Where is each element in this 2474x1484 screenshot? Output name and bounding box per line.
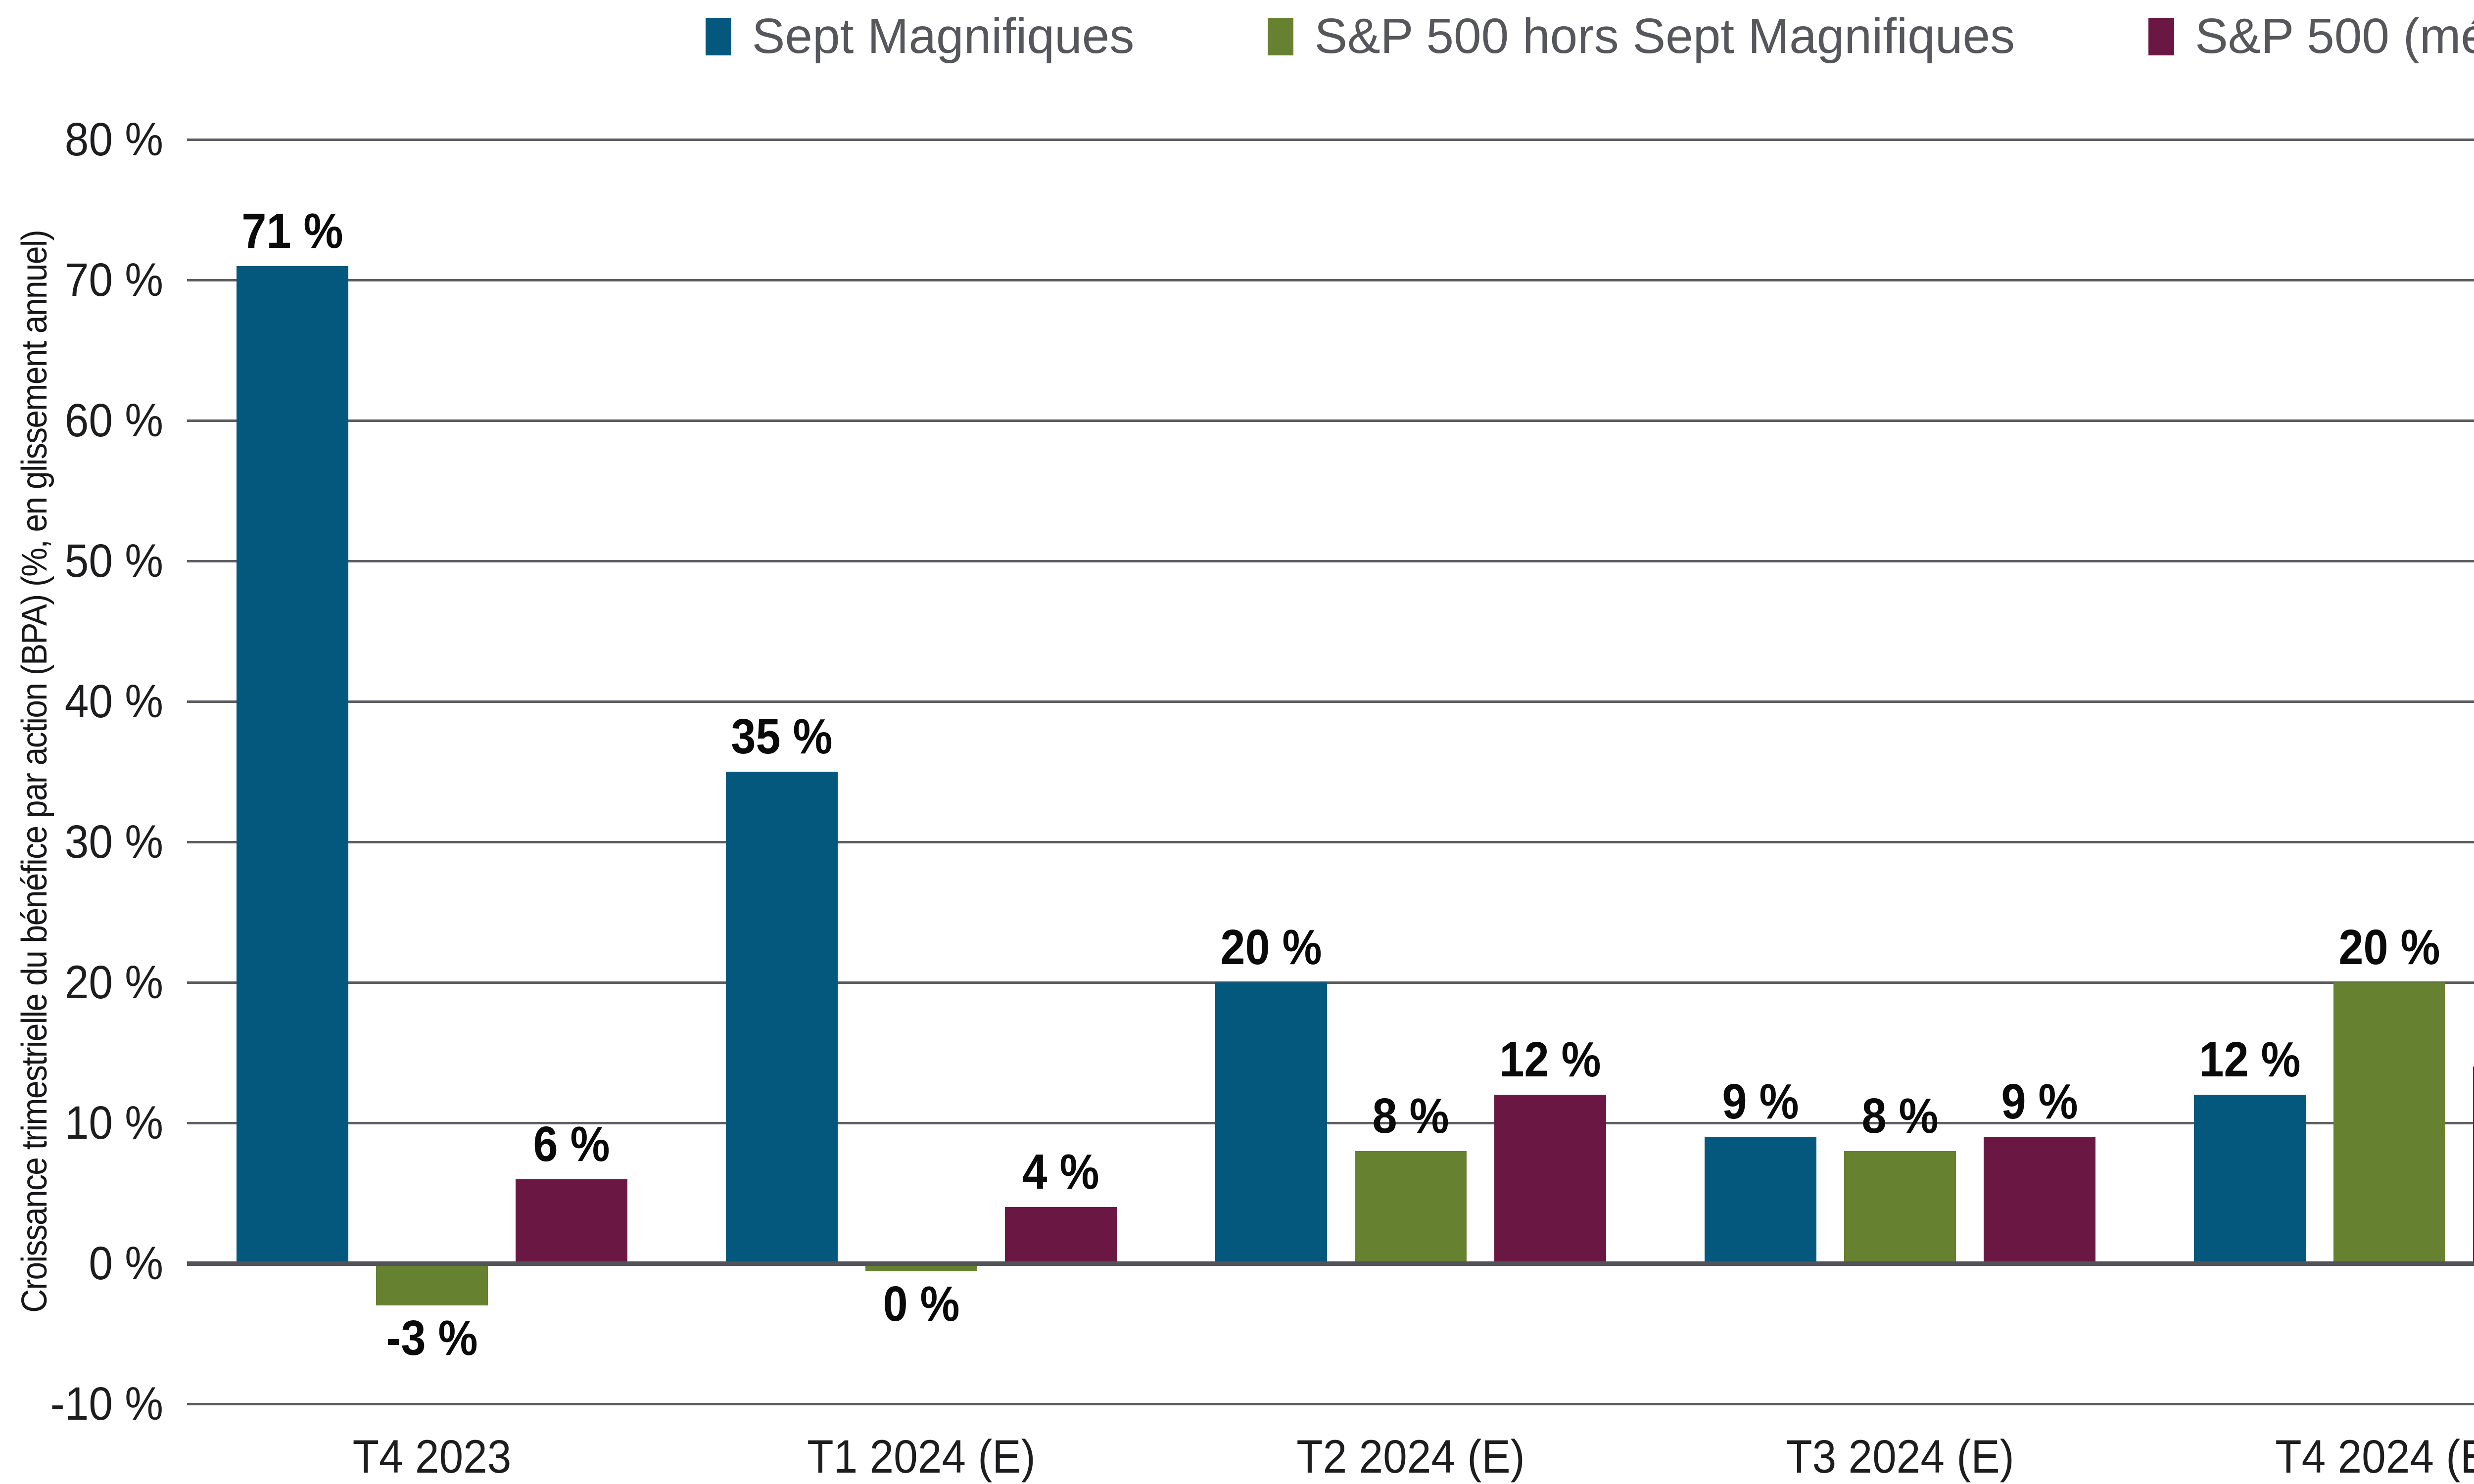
legend-item-label: S&P 500 (médiane) <box>2195 8 2474 64</box>
legend-swatch-icon <box>2148 17 2175 55</box>
bar <box>2333 982 2445 1263</box>
bar <box>1354 1151 1467 1263</box>
bar-value-label: 20 % <box>2338 920 2440 975</box>
grid-line <box>187 981 2474 984</box>
bar <box>1004 1207 1117 1263</box>
bar-value-label: 71 % <box>241 203 343 259</box>
y-tick-label: 0 % <box>89 1237 163 1290</box>
bar-value-label: 35 % <box>730 709 833 764</box>
grid-line <box>187 138 2474 141</box>
bar <box>1215 982 1327 1263</box>
bar <box>725 772 838 1263</box>
y-tick-label: 30 % <box>64 816 163 868</box>
legend-item: Sept Magnifiques <box>705 8 1135 65</box>
grid-line <box>187 1121 2474 1124</box>
y-tick-label: 80 % <box>64 113 163 166</box>
bar-value-label: 8 % <box>1372 1088 1449 1144</box>
bar <box>1704 1137 1816 1263</box>
grid-line <box>187 700 2474 703</box>
x-axis-label: T1 2024 (E) <box>807 1431 1036 1483</box>
bar-value-label: 12 % <box>1499 1032 1601 1087</box>
grid-line <box>187 840 2474 843</box>
bar <box>1983 1137 2095 1263</box>
bar-value-label: -3 % <box>385 1310 478 1366</box>
chart-legend: Sept Magnifiques S&P 500 hors Sept Magnif… <box>705 8 2474 65</box>
bar-value-label: 9 % <box>1721 1074 1799 1129</box>
bar <box>376 1263 488 1305</box>
bar-value-label: 20 % <box>1220 920 1322 975</box>
bar <box>1494 1095 1606 1263</box>
legend-swatch-icon <box>1268 17 1294 55</box>
bar-value-label: 9 % <box>2000 1074 2078 1129</box>
bar-value-label: 0 % <box>882 1276 960 1332</box>
bar-value-label: 8 % <box>1861 1088 1939 1144</box>
y-tick-label: -10 % <box>50 1378 163 1430</box>
zero-grid-line <box>187 1261 2474 1266</box>
bar <box>236 266 348 1263</box>
y-tick-label: 20 % <box>64 956 163 1009</box>
x-axis-label: T3 2024 (E) <box>1785 1431 2014 1483</box>
y-tick-label: 10 % <box>64 1097 163 1149</box>
y-tick-label: 60 % <box>64 394 163 447</box>
grid-line <box>187 278 2474 281</box>
bar <box>515 1179 627 1263</box>
bar <box>2193 1095 2306 1263</box>
legend-item-label: Sept Magnifiques <box>752 8 1135 64</box>
legend-item: S&P 500 hors Sept Magnifiques <box>1268 8 2015 65</box>
bar <box>2473 1067 2474 1263</box>
y-tick-label: 70 % <box>64 254 163 306</box>
x-axis-label: T4 2023 <box>352 1431 511 1483</box>
bar-value-label: 14 % <box>2395 1006 2474 1058</box>
grid-line <box>187 559 2474 562</box>
y-tick-label: 50 % <box>64 535 163 587</box>
x-axis-label: T2 2024 (E) <box>1296 1431 1525 1483</box>
y-tick-label: 40 % <box>64 675 163 728</box>
y-axis-title: Croissance trimestrielle du bénéfice par… <box>15 231 54 1313</box>
legend-item: S&P 500 (médiane) <box>2148 8 2474 65</box>
bar-value-label: 6 % <box>532 1116 610 1172</box>
bar-value-label: 4 % <box>1022 1144 1099 1200</box>
bar-value-label: 12 % <box>2198 1032 2301 1087</box>
x-axis-label: T4 2024 (E) <box>2275 1431 2474 1483</box>
legend-item-label: S&P 500 hors Sept Magnifiques <box>1314 8 2015 64</box>
bar <box>1844 1151 1956 1263</box>
grid-line <box>187 419 2474 422</box>
legend-swatch-icon <box>705 17 731 55</box>
grid-line <box>187 1402 2474 1405</box>
